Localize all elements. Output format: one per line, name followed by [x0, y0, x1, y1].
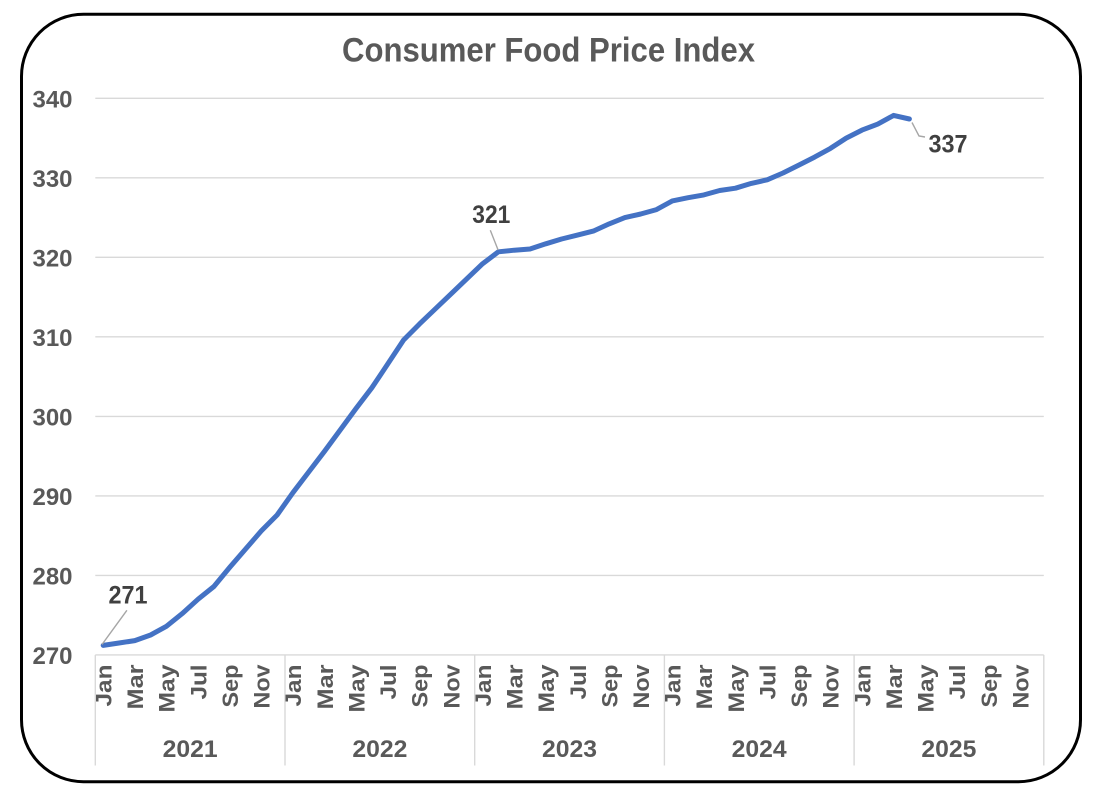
svg-text:340: 340 [33, 87, 73, 114]
svg-text:Jan: Jan [471, 665, 496, 707]
svg-text:Jan: Jan [92, 665, 117, 707]
svg-text:Mar: Mar [692, 664, 717, 710]
svg-text:May: May [534, 664, 559, 713]
svg-text:Consumer Food Price Index: Consumer Food Price Index [342, 32, 755, 70]
svg-text:May: May [344, 664, 369, 713]
svg-text:290: 290 [33, 484, 73, 511]
svg-text:280: 280 [33, 564, 73, 591]
svg-text:Nov: Nov [250, 664, 275, 709]
svg-text:May: May [724, 664, 749, 713]
svg-text:Jan: Jan [850, 665, 875, 707]
svg-text:Jul: Jul [186, 665, 211, 700]
svg-text:2024: 2024 [732, 736, 788, 763]
svg-text:Mar: Mar [503, 664, 528, 710]
svg-text:Nov: Nov [819, 664, 844, 709]
svg-text:Jul: Jul [945, 665, 970, 700]
svg-text:Nov: Nov [629, 664, 654, 709]
svg-text:320: 320 [33, 246, 73, 273]
svg-text:Jul: Jul [376, 665, 401, 700]
svg-text:Sep: Sep [408, 665, 433, 708]
svg-text:Mar: Mar [882, 664, 907, 710]
svg-text:2022: 2022 [352, 736, 407, 763]
svg-text:Jul: Jul [566, 665, 591, 700]
svg-text:Jan: Jan [281, 665, 306, 707]
svg-text:May: May [914, 664, 939, 713]
svg-text:Sep: Sep [787, 665, 812, 708]
svg-text:330: 330 [33, 166, 73, 193]
svg-text:Mar: Mar [123, 664, 148, 710]
svg-text:Sep: Sep [597, 665, 622, 708]
svg-text:321: 321 [472, 201, 510, 229]
svg-text:May: May [155, 664, 180, 713]
svg-text:Sep: Sep [218, 665, 243, 708]
svg-text:Sep: Sep [977, 665, 1002, 708]
svg-text:310: 310 [33, 325, 73, 352]
svg-text:271: 271 [109, 582, 148, 610]
svg-text:2021: 2021 [163, 736, 218, 763]
svg-text:337: 337 [929, 131, 968, 159]
svg-text:300: 300 [33, 405, 73, 432]
svg-text:2023: 2023 [542, 736, 597, 763]
svg-text:Mar: Mar [313, 664, 338, 710]
svg-text:2025: 2025 [921, 736, 976, 763]
svg-text:Nov: Nov [439, 664, 464, 709]
svg-text:Nov: Nov [1008, 664, 1033, 709]
svg-text:Jul: Jul [756, 665, 781, 700]
svg-text:Jan: Jan [661, 665, 686, 707]
svg-text:270: 270 [33, 643, 73, 670]
